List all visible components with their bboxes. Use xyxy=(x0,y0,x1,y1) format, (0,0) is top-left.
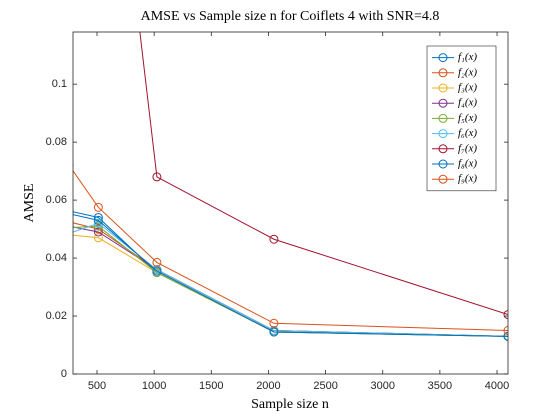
y-tick-label: 0.02 xyxy=(46,310,67,322)
point-marker xyxy=(503,331,508,341)
point-marker xyxy=(152,257,162,267)
legend-label: f₇(x) xyxy=(458,142,477,154)
point-marker xyxy=(93,212,103,222)
point-marker xyxy=(269,318,279,328)
legend-label: f₅(x) xyxy=(458,112,477,124)
point-marker xyxy=(503,310,508,320)
legend-marker xyxy=(438,113,448,123)
point-marker xyxy=(93,215,103,225)
series-line xyxy=(73,222,508,337)
legend-label: f₆(x) xyxy=(458,127,477,139)
legend-marker xyxy=(438,98,448,108)
y-tick-label: 0 xyxy=(61,368,67,380)
legend-label: f₈(x) xyxy=(458,158,477,170)
x-tick-label: 500 xyxy=(88,380,106,392)
point-marker xyxy=(73,231,74,236)
x-tick-label: 3000 xyxy=(370,380,394,392)
series-line xyxy=(73,170,508,332)
series-group xyxy=(73,32,508,341)
legend-label: f₄(x) xyxy=(458,97,477,109)
point-marker xyxy=(73,223,74,229)
legend-label: f₃(x) xyxy=(458,82,477,94)
point-marker xyxy=(152,266,162,276)
point-marker xyxy=(73,225,74,230)
legend-marker xyxy=(438,129,448,139)
x-tick-label: 2500 xyxy=(313,380,337,392)
point-marker xyxy=(269,327,279,337)
point-marker xyxy=(152,172,162,182)
legend-label: f₁(x) xyxy=(458,51,477,63)
legend-label: f₂(x) xyxy=(458,66,477,78)
legend-marker xyxy=(438,144,448,154)
series-line xyxy=(73,214,508,337)
point-marker xyxy=(73,208,74,214)
legend-label: f₉(x) xyxy=(458,173,477,185)
x-tick-label: 2000 xyxy=(256,380,280,392)
x-tick-label: 1500 xyxy=(199,380,223,392)
y-tick-label: 0.04 xyxy=(46,252,67,264)
y-tick-label: 0.08 xyxy=(46,136,67,148)
legend-marker xyxy=(438,159,448,169)
chart-title: AMSE vs Sample size n for Coiflets 4 wit… xyxy=(141,9,440,24)
point-marker xyxy=(73,219,74,225)
point-marker xyxy=(93,233,103,243)
y-axis-label: AMSE xyxy=(22,184,37,223)
legend-marker xyxy=(438,83,448,93)
y-tick-label: 0.06 xyxy=(46,194,67,206)
x-tick-label: 3500 xyxy=(428,380,452,392)
series-line xyxy=(139,32,508,316)
point-marker xyxy=(73,211,74,216)
point-marker xyxy=(503,326,508,336)
axes-box xyxy=(72,31,509,375)
legend-marker xyxy=(438,174,448,184)
point-marker xyxy=(93,227,103,237)
x-tick-label: 4000 xyxy=(485,380,509,392)
point-marker xyxy=(73,232,74,238)
x-axis-label: Sample size n xyxy=(251,397,329,412)
point-marker xyxy=(93,202,103,212)
legend-marker xyxy=(438,68,448,78)
x-tick-label: 1000 xyxy=(142,380,166,392)
point-marker xyxy=(269,234,279,244)
point-marker xyxy=(73,163,74,168)
legend-marker xyxy=(438,53,448,63)
y-tick-label: 0.1 xyxy=(52,78,67,90)
